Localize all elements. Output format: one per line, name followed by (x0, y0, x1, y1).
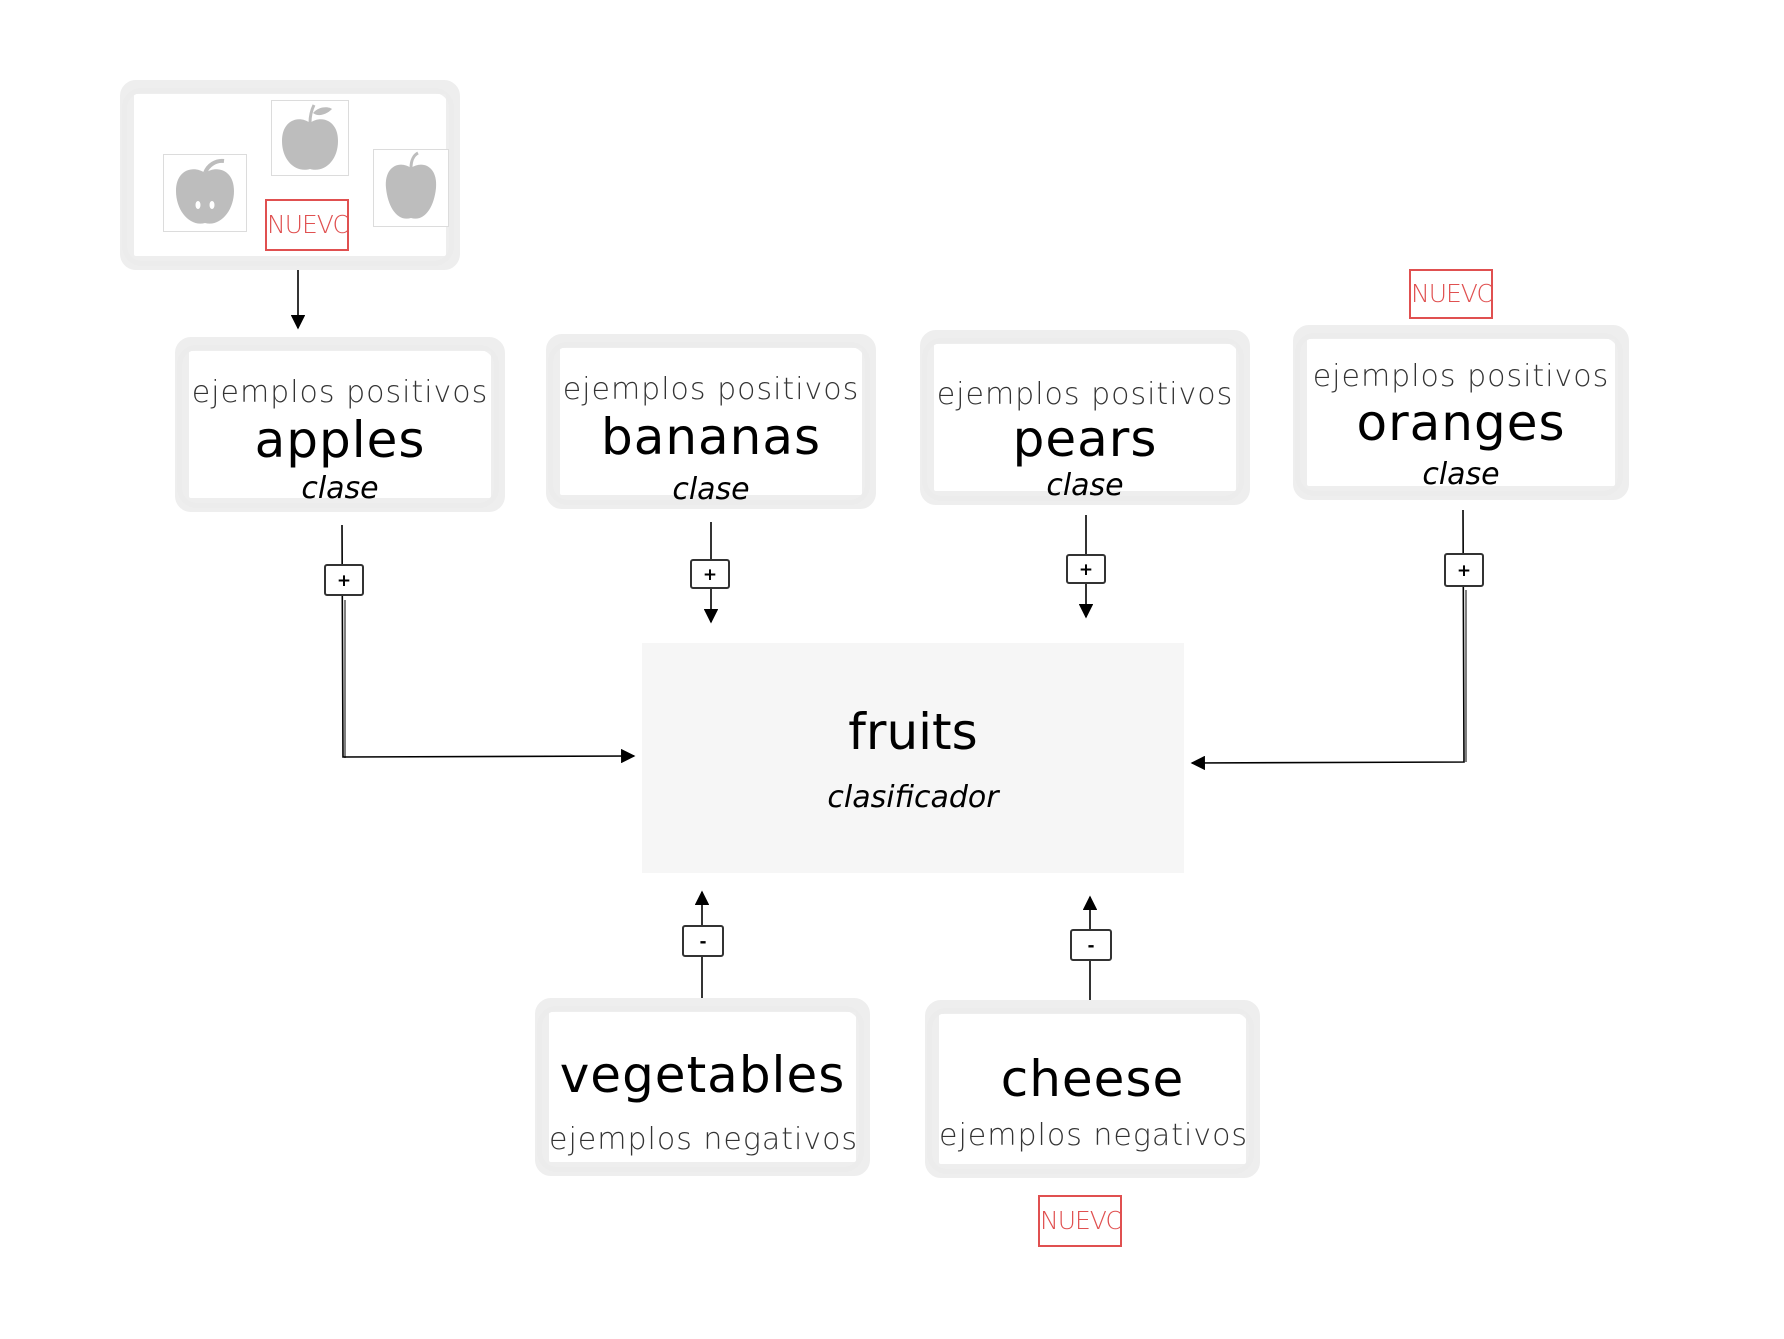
sign-box-oranges: + (1444, 553, 1484, 587)
card-subtitle: ejemplos negativos (939, 1118, 1249, 1153)
edge-apples-to-fruits (341, 524, 636, 764)
card-subtitle: ejemplos positivos (191, 375, 489, 410)
class-card-cheese: cheese ejemplos negativos (925, 1000, 1260, 1178)
sign-box-apples: + (324, 564, 364, 596)
class-card-pears: ejemplos positivos pears clase (920, 330, 1250, 505)
apple-bell-icon (385, 151, 437, 219)
svg-text:+: + (703, 565, 717, 585)
svg-text:-: - (699, 932, 706, 952)
card-title: apples (254, 411, 426, 469)
class-card-vegetables: vegetables ejemplos negativos (535, 998, 870, 1176)
card-title: vegetables (559, 1046, 846, 1104)
card-title: pears (1012, 410, 1158, 468)
nuevo-badge-oranges: NUEVO (1409, 269, 1493, 319)
nuevo-badge-cheese: NUEVO (1038, 1195, 1122, 1247)
card-type: clase (1422, 457, 1500, 492)
classifier-box: fruits clasificador (642, 643, 1184, 873)
card-type: clase (301, 471, 379, 506)
class-card-oranges: ejemplos positivos oranges clase (1293, 325, 1629, 500)
sign-box-bananas: + (690, 559, 730, 589)
sign-box-vegetables: - (682, 925, 724, 957)
card-subtitle: ejemplos negativos (549, 1122, 859, 1157)
apple-images-panel: NUEVO (120, 80, 460, 270)
classifier-type: clasificador (827, 780, 999, 815)
apple-icon (282, 104, 338, 170)
apple-cut-icon (176, 158, 234, 224)
card-title: bananas (600, 408, 822, 466)
svg-text:+: + (1457, 561, 1471, 581)
edge-oranges-to-fruits (1190, 509, 1465, 771)
sign-box-pears: + (1066, 554, 1106, 584)
card-title: cheese (1000, 1050, 1185, 1108)
card-subtitle: ejemplos positivos (936, 377, 1234, 412)
card-subtitle: ejemplos positivos (562, 372, 860, 407)
card-subtitle: ejemplos positivos (1312, 359, 1610, 394)
svg-text:-: - (1087, 936, 1094, 956)
svg-text:+: + (337, 571, 351, 591)
nuevo-badge-images: NUEVO (265, 199, 349, 251)
card-type: clase (672, 472, 750, 507)
svg-text:+: + (1079, 560, 1093, 580)
sign-box-cheese: - (1070, 929, 1112, 961)
classifier-title: fruits (848, 703, 978, 761)
apple-thumbnail-3 (373, 149, 449, 227)
card-type: clase (1046, 468, 1124, 503)
card-title: oranges (1356, 394, 1566, 452)
apple-thumbnail-2 (271, 100, 349, 176)
class-card-bananas: ejemplos positivos bananas clase (546, 334, 876, 509)
apple-thumbnail-1 (163, 154, 247, 232)
class-card-apples: ejemplos positivos apples clase (175, 337, 505, 512)
